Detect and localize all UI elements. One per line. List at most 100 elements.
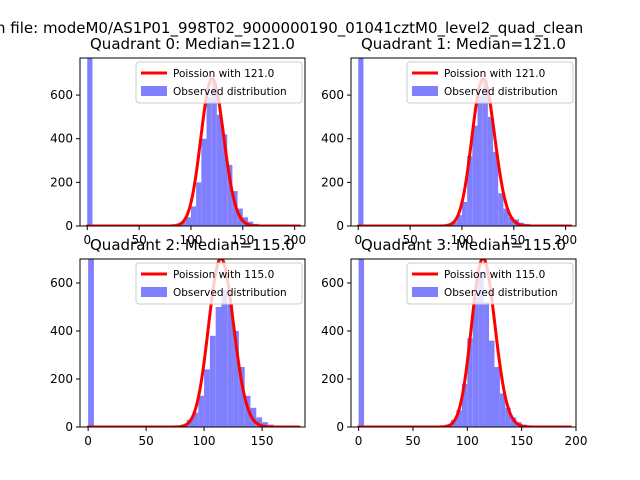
subplot-quadrant-3: 0 50 100 150 200 0 200 400 600 Quadrant 3: Median… [321,236,587,448]
histogram-bar [201,138,207,226]
x-tick-label: 150 [502,233,525,247]
histogram-bar [358,58,364,226]
legend-poisson-label: Poission with 115.0 [173,269,274,281]
histogram-bar [206,97,212,226]
histogram-bar [467,156,473,226]
y-tick-label: 200 [321,372,344,386]
legend-box [135,262,303,305]
histogram-bar [204,369,210,427]
x-tick-label: 50 [138,434,153,448]
histogram-bar [505,407,511,427]
y-tick-label: 0 [336,219,344,233]
axes-frame [350,258,577,428]
figure-suptitle: n file: modeM0/AS1P01_998T02_9000000190_… [0,19,583,38]
x-tick-label: 0 [83,233,91,247]
subplot-title: Quadrant 3: Median=115.0 [361,236,566,254]
histogram-bar [238,367,245,427]
histogram-bar [262,422,268,427]
histogram-bar [215,307,222,427]
histogram-bar [227,304,234,427]
legend-observed-label: Observed distribution [173,287,287,299]
x-tick-label: 200 [554,233,577,247]
histogram-bar [467,338,473,427]
histogram-bar [461,202,468,226]
histogram-bar [498,193,504,226]
histogram-bar [222,134,228,226]
legend: Poission with 115.0 Observed distribution [135,262,303,305]
y-tick-label: 400 [321,132,344,146]
histogram-bar [216,114,223,226]
histogram-bar [456,215,462,226]
legend-box [406,61,574,104]
x-tick-label: 100 [450,233,473,247]
histogram-bar [482,79,488,226]
x-tick-label: 100 [193,434,216,448]
y-tick-label: 0 [336,420,344,434]
legend-box [406,262,574,305]
x-tick-label: 50 [131,233,146,247]
y-tick-label: 400 [50,324,73,338]
legend-observed-swatch [141,86,167,96]
plot-area [86,259,301,427]
x-tick-label: 0 [84,434,92,448]
x-tick-label: 100 [179,233,202,247]
panels: 0 50 100 150 200 0 200 400 600 Quadrant 0: Median… [50,35,587,448]
histogram-bar [221,290,228,427]
legend-observed-label: Observed distribution [173,86,287,98]
histogram-bar [461,383,468,427]
subplot-title: Quadrant 1: Median=121.0 [361,35,566,53]
histogram-bar [483,302,490,427]
histogram-bar [478,273,484,427]
y-tick-label: 0 [65,420,73,434]
y-tick-label: 200 [50,175,73,189]
histogram-bar [487,116,494,226]
legend: Poission with 121.0 Observed distribution [135,61,303,104]
legend-poisson-label: Poission with 121.0 [173,68,274,80]
legend-observed-label: Observed distribution [444,287,558,299]
histogram-bar [477,95,483,226]
y-tick-label: 200 [50,372,73,386]
histogram-bar [190,206,197,226]
axes-frame [79,258,306,428]
subplot-quadrant-1: 0 50 100 150 200 0 200 400 600 Quadrant 1: Median… [321,35,577,247]
axes-frame [350,57,577,227]
y-tick-label: 600 [321,276,344,290]
x-tick-label: 0 [355,434,363,448]
histogram-bar [451,221,457,226]
histogram-bar [233,331,239,427]
x-tick-label: 150 [251,434,274,448]
x-tick-label: 200 [283,233,306,247]
histogram-bar [256,417,263,427]
x-tick-label: 50 [402,233,417,247]
legend-observed-swatch [141,287,167,297]
legend: Poission with 115.0 Observed distribution [406,262,574,305]
histogram-bar [489,340,495,427]
histogram-bar [499,393,506,427]
x-tick-label: 50 [405,434,420,448]
histogram-bar [472,125,478,226]
y-tick-label: 200 [321,175,344,189]
histogram-bar [227,164,233,226]
y-tick-label: 400 [321,324,344,338]
axes-frame [79,57,306,227]
y-tick-label: 600 [321,88,344,102]
subplot-quadrant-2: 0 50 100 150 0 200 400 600 Quadrant 2: Median=11… [50,236,306,448]
y-tick-label: 600 [50,88,73,102]
histogram-bar [185,217,191,226]
subplot-title: Quadrant 2: Median=115.0 [90,236,295,254]
x-tick-label: 150 [510,434,533,448]
legend: Poission with 121.0 Observed distribution [406,61,574,104]
y-tick-label: 0 [65,219,73,233]
histogram-bar [493,151,499,226]
legend-observed-swatch [412,86,438,96]
histogram-bar [196,182,202,226]
histogram-bar [198,395,205,427]
x-tick-label: 100 [456,434,479,448]
x-tick-label: 0 [354,233,362,247]
histogram-bar [88,259,94,427]
histogram-bar [494,367,500,427]
x-tick-label: 200 [565,434,588,448]
legend-observed-swatch [412,287,438,297]
histogram-bar [87,58,93,226]
